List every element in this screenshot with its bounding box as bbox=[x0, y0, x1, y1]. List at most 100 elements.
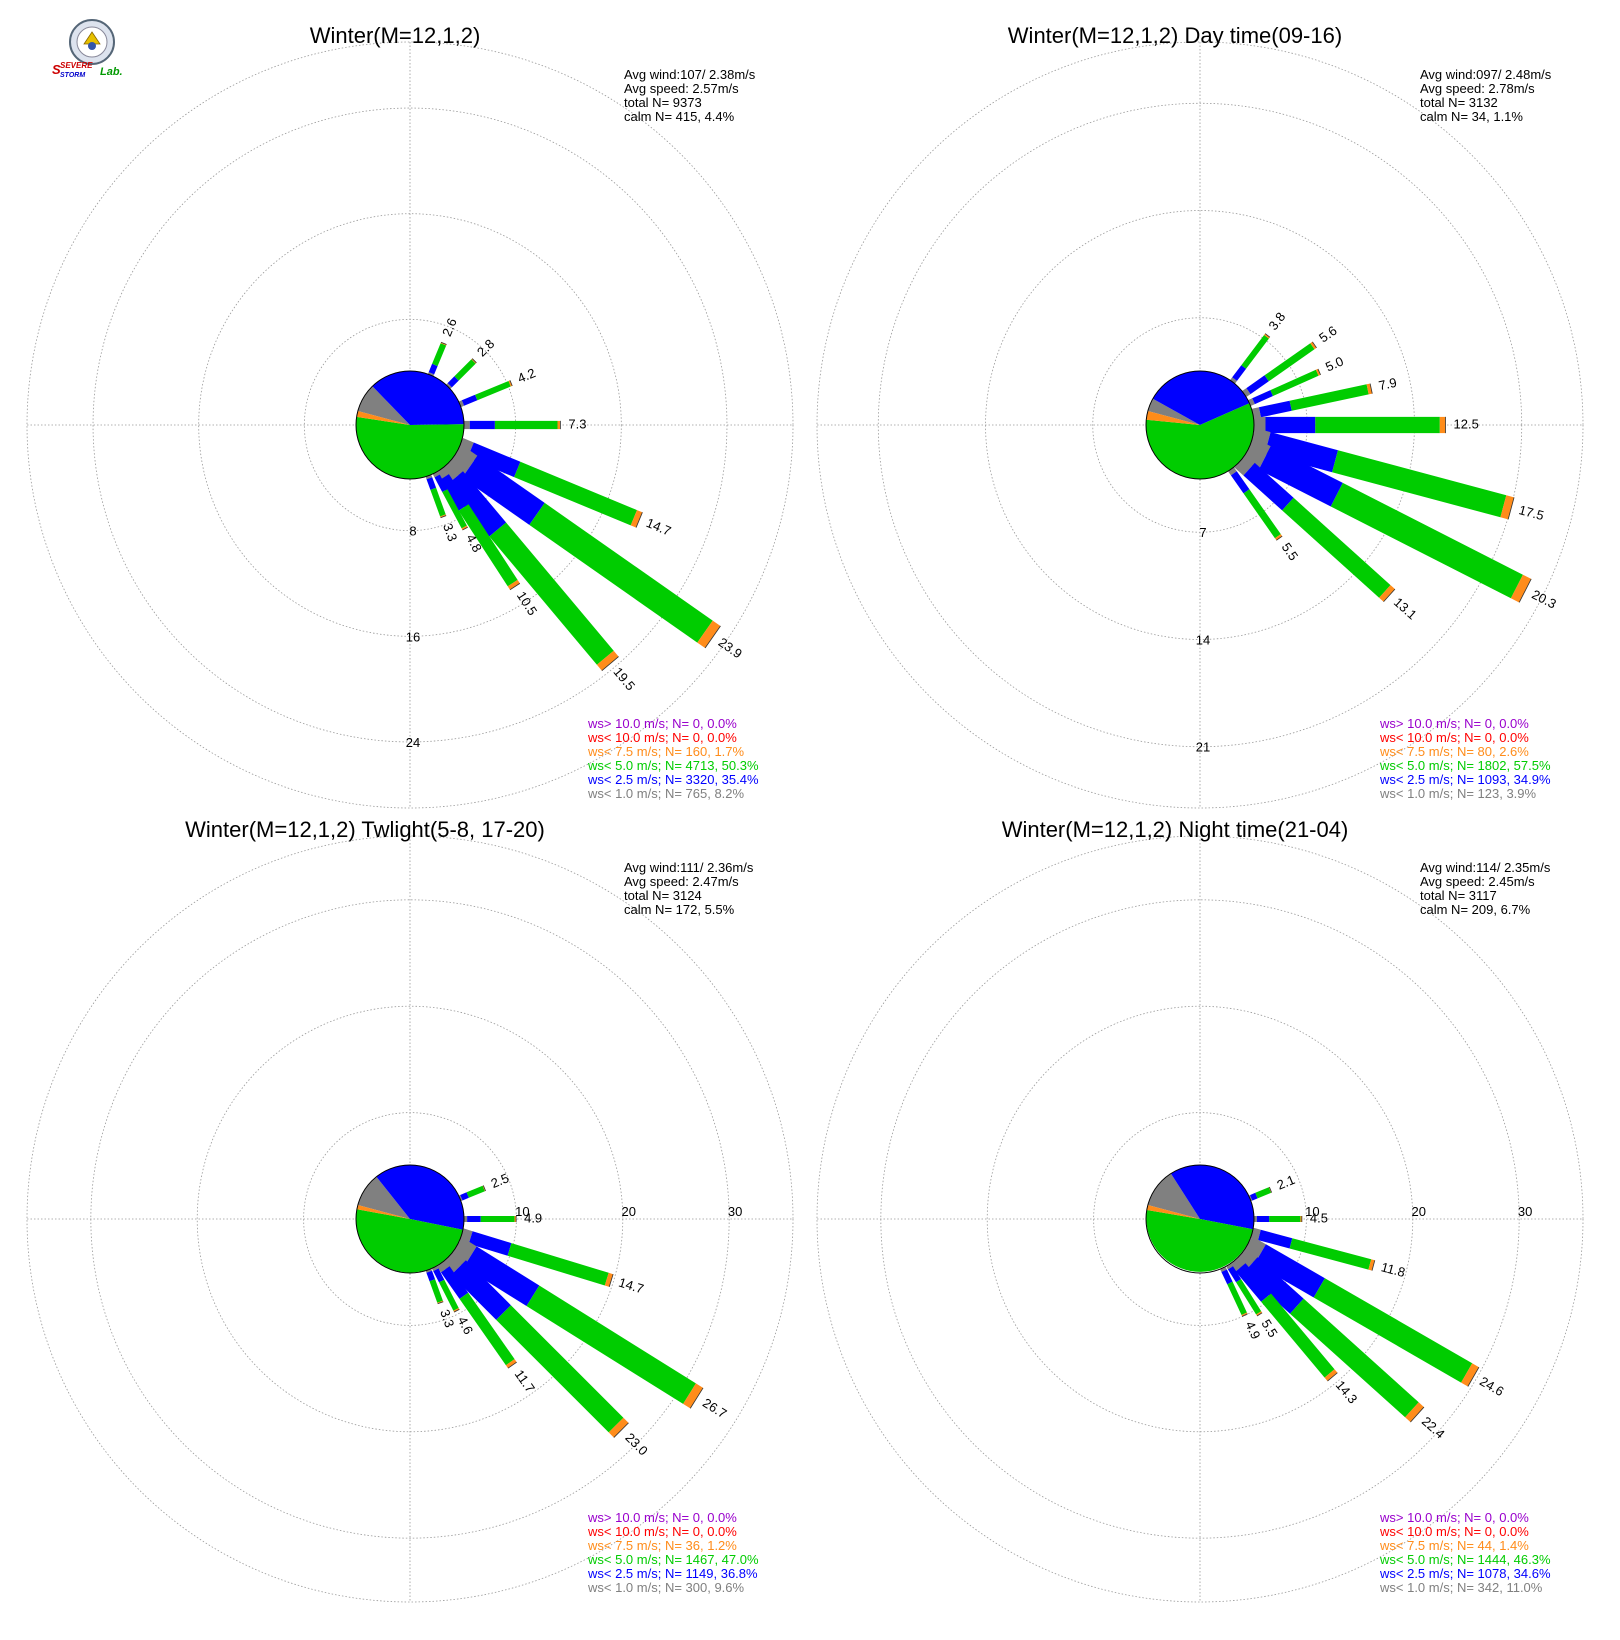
calm-pie-slice-ws-lt-7-5 bbox=[356, 1205, 410, 1219]
stat-avg-wind: Avg wind:111/ 2.36m/s bbox=[624, 860, 754, 875]
bar-segment-ws-lt-2-5 bbox=[1264, 432, 1338, 473]
bar-segment-ws-lt-2-5 bbox=[1232, 365, 1247, 381]
bar-value-label: 14.7 bbox=[617, 1275, 646, 1297]
bar-end-cap bbox=[440, 515, 447, 519]
bar-value-label: 2.5 bbox=[489, 1170, 511, 1191]
bar-end-cap bbox=[1256, 1312, 1263, 1317]
calm-pie-slice-ws-lt-2-5 bbox=[372, 370, 464, 425]
bar-segment-ws-lt-1 bbox=[1251, 407, 1261, 419]
ring-label: 20 bbox=[1412, 1204, 1426, 1219]
legend-ws-gt-10: ws> 10.0 m/s; N= 0, 0.0% bbox=[587, 1510, 737, 1525]
bar-segment-ws-lt-7-5 bbox=[471, 358, 477, 364]
bar-segment-ws-lt-7-5 bbox=[608, 1417, 629, 1438]
speed-legend: ws> 10.0 m/s; N= 0, 0.0% ws< 10.0 m/s; N… bbox=[1379, 716, 1551, 801]
ring-label: 7 bbox=[1199, 525, 1206, 540]
bar-segment-ws-lt-5 bbox=[496, 1305, 624, 1433]
bar-segment-ws-lt-2-5 bbox=[1221, 1269, 1233, 1285]
bar-value-label: 10.5 bbox=[514, 589, 540, 618]
bar-segment-ws-lt-2-5 bbox=[1265, 416, 1316, 434]
panel-title: Winter(M=12,1,2) Twlight(5-8, 17-20) bbox=[185, 817, 545, 842]
bar-value-label: 14.7 bbox=[644, 515, 673, 539]
bar-segment-ws-lt-5 bbox=[439, 1279, 459, 1311]
bar-value-label: 2.6 bbox=[439, 316, 460, 338]
bar-segment-ws-lt-5 bbox=[1289, 1238, 1372, 1270]
bar-segment-ws-lt-1 bbox=[427, 372, 435, 377]
bar-value-label: 20.3 bbox=[1529, 587, 1558, 612]
bar-end-cap bbox=[1518, 578, 1532, 603]
bar-segment-ws-lt-2-5 bbox=[467, 442, 521, 478]
bar-value-label: 23.9 bbox=[716, 635, 745, 662]
stat-total-n: total N= 3117 bbox=[1420, 888, 1497, 903]
bar-segment-ws-lt-2-5 bbox=[1256, 1216, 1270, 1222]
legend-ws-lt-10: ws< 10.0 m/s; N= 0, 0.0% bbox=[1379, 730, 1529, 745]
bar-segment-ws-lt-1 bbox=[464, 1216, 468, 1222]
bar-segment-ws-lt-2-5 bbox=[439, 474, 469, 511]
calm-pie-slice-ws-lt-7-5 bbox=[1146, 411, 1200, 425]
bar-segment-ws-lt-5 bbox=[1227, 1281, 1247, 1315]
calm-pie bbox=[1145, 370, 1255, 480]
direction-bars bbox=[425, 1185, 704, 1438]
bar-segment-ws-lt-5 bbox=[1261, 1293, 1335, 1378]
bar-value-label: 3.8 bbox=[1265, 309, 1288, 332]
stat-calm-n: calm N= 34, 1.1% bbox=[1420, 109, 1523, 124]
bar-segment-ws-lt-5 bbox=[1315, 416, 1440, 434]
bar-segment-ws-lt-5 bbox=[507, 1243, 609, 1286]
bar-segment-ws-lt-2-5 bbox=[1227, 1266, 1242, 1283]
ring-label: 10 bbox=[1305, 1204, 1319, 1219]
calm-pie-slice-ws-lt-7-5 bbox=[356, 411, 410, 425]
bar-segment-ws-lt-2-5 bbox=[1243, 462, 1294, 511]
bar-end-cap bbox=[1276, 535, 1283, 541]
bar-segment-ws-lt-5 bbox=[1264, 343, 1315, 382]
grid-ring bbox=[92, 107, 728, 743]
stat-avg-speed: Avg speed: 2.45m/s bbox=[1420, 874, 1535, 889]
legend-ws-gt-10: ws> 10.0 m/s; N= 0, 0.0% bbox=[587, 716, 737, 731]
bar-segment-ws-lt-2-5 bbox=[1244, 1257, 1304, 1314]
legend-ws-lt-1: ws< 1.0 m/s; N= 765, 8.2% bbox=[587, 786, 745, 801]
logo-word-2: STORM bbox=[60, 72, 85, 79]
bar-end-cap bbox=[482, 1185, 486, 1192]
legend-ws-lt-7-5: ws< 7.5 m/s; N= 44, 1.4% bbox=[1379, 1538, 1529, 1553]
bar-end-cap bbox=[471, 358, 477, 364]
ring-label: 8 bbox=[409, 524, 416, 539]
bar-segment-ws-lt-2-5 bbox=[1252, 390, 1273, 405]
bar-segment-ws-lt-1 bbox=[431, 1265, 439, 1272]
bar-segment-ws-lt-1 bbox=[425, 1268, 432, 1273]
bar-end-cap bbox=[509, 583, 521, 591]
ring-label: 24 bbox=[406, 735, 420, 750]
bar-end-cap bbox=[1467, 1367, 1480, 1387]
bar-segment-ws-lt-7-5 bbox=[440, 514, 447, 518]
bar-value-label: 5.6 bbox=[1316, 323, 1339, 346]
calm-pie bbox=[355, 370, 465, 480]
bar-value-label: 4.6 bbox=[455, 1314, 477, 1337]
bar-segment-ws-lt-5 bbox=[526, 1285, 696, 1404]
bar-segment-ws-lt-5 bbox=[1289, 384, 1369, 411]
bar-value-label: 23.0 bbox=[622, 1430, 651, 1459]
bar-segment-ws-lt-7-5 bbox=[1324, 1369, 1338, 1382]
bar-segment-ws-lt-7-5 bbox=[1368, 1259, 1375, 1271]
bar-end-cap bbox=[635, 512, 643, 528]
direction-bars bbox=[425, 341, 721, 671]
bar-segment-ws-lt-7-5 bbox=[1274, 534, 1283, 541]
bar-segment-ws-lt-2-5 bbox=[463, 1246, 540, 1306]
bar-value-label: 4.8 bbox=[463, 532, 485, 555]
bar-segment-ws-lt-5 bbox=[494, 420, 558, 430]
speed-legend: ws> 10.0 m/s; N= 0, 0.0% ws< 10.0 m/s; N… bbox=[1379, 1510, 1551, 1595]
stat-avg-speed: Avg speed: 2.57m/s bbox=[624, 81, 739, 96]
bar-segment-ws-lt-1 bbox=[464, 420, 470, 430]
stat-avg-wind: Avg wind:114/ 2.35m/s bbox=[1420, 860, 1551, 875]
bar-segment-ws-lt-2-5 bbox=[447, 376, 459, 388]
wind-rose-panel-twilight: 10 20 30 2.5 4.9 14.7 26.7 23.0 11.7 4.63.3 Wint… bbox=[26, 817, 794, 1603]
bar-value-label: 5.5 bbox=[1279, 540, 1302, 563]
bar-end-cap bbox=[1269, 1186, 1273, 1193]
outer-ring bbox=[26, 835, 794, 1603]
bar-end-cap bbox=[601, 656, 619, 671]
bar-end-cap bbox=[453, 1309, 460, 1313]
bar-segment-ws-lt-1 bbox=[1220, 1266, 1227, 1272]
bar-segment-ws-lt-1 bbox=[1254, 1216, 1257, 1222]
ring-label: 16 bbox=[406, 629, 420, 644]
legend-ws-lt-5: ws< 5.0 m/s; N= 1802, 57.5% bbox=[1379, 758, 1551, 773]
bar-segment-ws-lt-2-5 bbox=[462, 455, 545, 525]
bar-segment-ws-lt-7-5 bbox=[1241, 1312, 1248, 1317]
bar-value-label: 4.9 bbox=[1242, 1319, 1263, 1342]
bar-segment-ws-lt-2-5 bbox=[426, 1270, 436, 1282]
